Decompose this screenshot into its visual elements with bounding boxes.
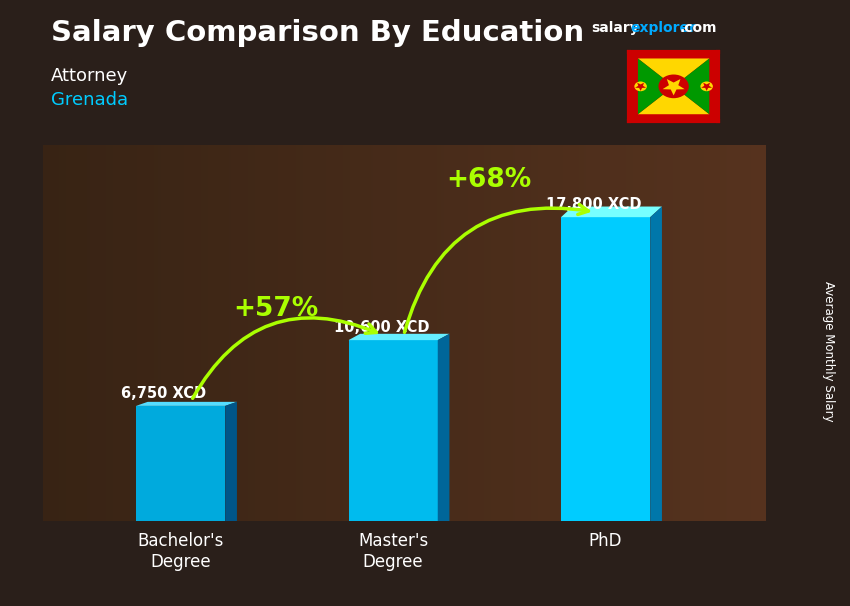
Circle shape xyxy=(659,75,688,98)
Text: Average Monthly Salary: Average Monthly Salary xyxy=(822,281,836,422)
Text: 6,750 XCD: 6,750 XCD xyxy=(121,386,207,401)
Polygon shape xyxy=(136,402,237,406)
Polygon shape xyxy=(663,79,684,95)
Polygon shape xyxy=(650,207,662,521)
Text: .com: .com xyxy=(680,21,717,36)
Polygon shape xyxy=(561,207,662,217)
Circle shape xyxy=(634,81,647,92)
Text: +68%: +68% xyxy=(446,167,531,193)
Text: explorer: explorer xyxy=(631,21,697,36)
Polygon shape xyxy=(638,59,709,87)
Text: Grenada: Grenada xyxy=(51,91,128,109)
Polygon shape xyxy=(673,59,709,114)
Polygon shape xyxy=(638,59,673,114)
Polygon shape xyxy=(438,334,450,521)
Text: 17,800 XCD: 17,800 XCD xyxy=(546,197,642,212)
Polygon shape xyxy=(348,334,450,340)
Polygon shape xyxy=(638,87,709,114)
Text: Salary Comparison By Education: Salary Comparison By Education xyxy=(51,19,584,47)
Polygon shape xyxy=(561,217,650,521)
Polygon shape xyxy=(136,406,225,521)
Polygon shape xyxy=(225,402,237,521)
Polygon shape xyxy=(635,82,646,91)
Text: 10,600 XCD: 10,600 XCD xyxy=(333,320,429,335)
Polygon shape xyxy=(348,340,438,521)
Polygon shape xyxy=(629,52,718,121)
Polygon shape xyxy=(701,82,712,91)
Text: salary: salary xyxy=(591,21,638,36)
Circle shape xyxy=(700,81,713,92)
Text: +57%: +57% xyxy=(234,296,319,322)
Text: Attorney: Attorney xyxy=(51,67,128,85)
